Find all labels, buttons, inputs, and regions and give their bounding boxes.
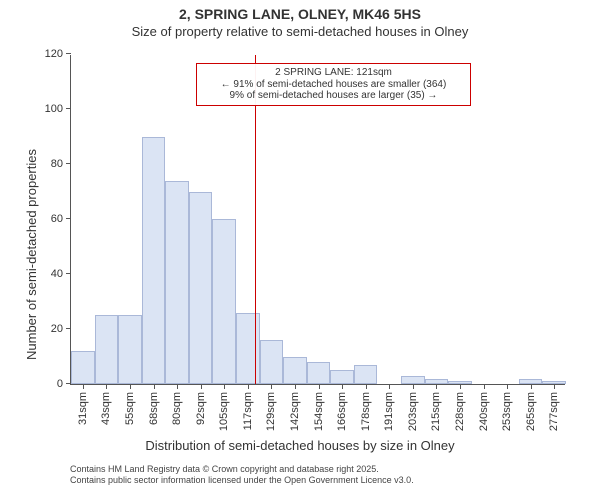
x-tick-label: 55sqm xyxy=(124,392,136,425)
x-tick-label: 105sqm xyxy=(218,392,230,431)
histogram-bar xyxy=(95,315,119,384)
x-tick-label: 92sqm xyxy=(195,392,207,425)
y-tick-label: 40 xyxy=(51,268,63,280)
footnote-line1: Contains HM Land Registry data © Crown c… xyxy=(70,464,414,475)
histogram-bar xyxy=(71,351,95,384)
footnote: Contains HM Land Registry data © Crown c… xyxy=(70,464,414,486)
x-tick-label: 154sqm xyxy=(313,392,325,431)
histogram-bar xyxy=(330,370,354,384)
histogram-bar xyxy=(118,315,142,384)
x-tick-label: 142sqm xyxy=(289,392,301,431)
y-tick-label: 60 xyxy=(51,213,63,225)
x-tick-label: 166sqm xyxy=(336,392,348,431)
x-tick-label: 191sqm xyxy=(383,392,395,431)
x-tick-label: 178sqm xyxy=(360,392,372,431)
histogram-bar xyxy=(212,219,236,384)
x-tick-label: 215sqm xyxy=(430,392,442,431)
chart-container: { "title_line1": "2, SPRING LANE, OLNEY,… xyxy=(0,0,600,500)
x-tick-label: 253sqm xyxy=(501,392,513,431)
x-tick-label: 265sqm xyxy=(525,392,537,431)
chart-title-line1: 2, SPRING LANE, OLNEY, MK46 5HS xyxy=(0,6,600,22)
y-tick-label: 100 xyxy=(45,103,63,115)
histogram-bar xyxy=(354,365,378,384)
histogram-bar xyxy=(142,137,166,385)
x-tick-label: 277sqm xyxy=(548,392,560,431)
annotation-line3: 9% of semi-detached houses are larger (3… xyxy=(203,90,464,102)
x-tick-label: 228sqm xyxy=(454,392,466,431)
y-tick-label: 80 xyxy=(51,158,63,170)
annotation-line1: 2 SPRING LANE: 121sqm xyxy=(203,67,464,79)
x-axis-label: Distribution of semi-detached houses by … xyxy=(0,438,600,453)
plot-area: 02040608010012031sqm43sqm55sqm68sqm80sqm… xyxy=(70,55,565,385)
x-tick-label: 43sqm xyxy=(100,392,112,425)
histogram-bar xyxy=(307,362,331,384)
x-tick-label: 240sqm xyxy=(478,392,490,431)
x-tick-label: 129sqm xyxy=(265,392,277,431)
y-tick-label: 20 xyxy=(51,323,63,335)
x-tick-label: 31sqm xyxy=(77,392,89,425)
histogram-bar xyxy=(236,313,260,385)
chart-title-line2: Size of property relative to semi-detach… xyxy=(0,24,600,39)
annotation-line2: ← 91% of semi-detached houses are smalle… xyxy=(203,79,464,91)
histogram-bar xyxy=(189,192,213,385)
histogram-bar xyxy=(165,181,189,385)
x-tick-label: 117sqm xyxy=(242,392,254,430)
histogram-bar xyxy=(401,376,425,384)
y-tick-label: 120 xyxy=(45,48,63,60)
y-axis-label: Number of semi-detached properties xyxy=(24,149,39,360)
y-tick-label: 0 xyxy=(57,378,63,390)
x-tick-label: 80sqm xyxy=(171,392,183,425)
x-tick-label: 203sqm xyxy=(407,392,419,431)
histogram-bar xyxy=(260,340,284,384)
histogram-bar xyxy=(283,357,307,385)
footnote-line2: Contains public sector information licen… xyxy=(70,475,414,486)
annotation-box: 2 SPRING LANE: 121sqm← 91% of semi-detac… xyxy=(196,63,471,106)
x-tick-label: 68sqm xyxy=(148,392,160,425)
